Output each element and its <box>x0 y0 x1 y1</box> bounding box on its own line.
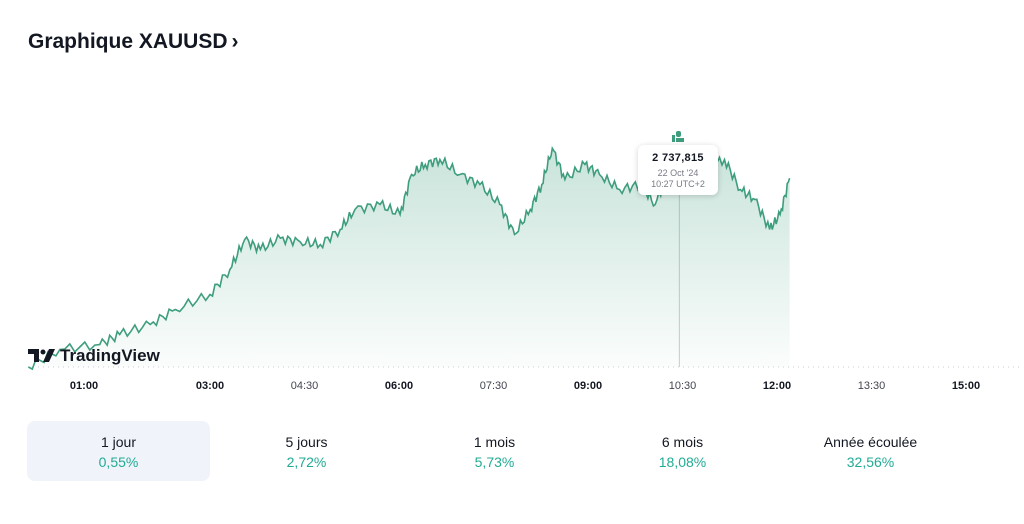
period-change: 5,73% <box>474 454 515 470</box>
tooltip-date: 22 Oct '24 <box>657 168 699 178</box>
x-tick-label: 04:30 <box>290 380 319 392</box>
x-tick-label: 09:00 <box>573 380 603 392</box>
period-tab[interactable]: 5 jours 2,72% <box>215 421 398 481</box>
tradingview-logo[interactable]: TradingView <box>28 346 160 366</box>
period-label: 5 jours <box>285 434 328 450</box>
period-change: 2,72% <box>286 454 327 470</box>
area-fill <box>28 148 790 370</box>
x-tick-label: 01:00 <box>69 380 99 392</box>
period-tab[interactable]: Année écoulée 32,56% <box>779 421 962 481</box>
price-tooltip: 2 737,815 22 Oct '24 10:27 UTC+2 <box>638 145 718 195</box>
period-label: 6 mois <box>661 434 704 450</box>
x-tick-label: 12:00 <box>762 380 792 392</box>
period-change: 18,08% <box>658 454 707 470</box>
title-text: Graphique XAUUSD <box>28 30 228 53</box>
x-tick-label: 13:30 <box>857 380 886 392</box>
period-label: Année écoulée <box>823 434 918 450</box>
period-label: 1 mois <box>473 434 516 450</box>
period-tab[interactable]: 1 jour 0,55% <box>27 421 210 481</box>
period-tab[interactable]: 6 mois 18,08% <box>591 421 774 481</box>
period-label: 1 jour <box>100 434 137 450</box>
chevron-right-icon: › <box>231 30 239 53</box>
tooltip-time: 10:27 UTC+2 <box>651 179 705 189</box>
tooltip-price: 2 737,815 <box>652 152 704 164</box>
period-change: 32,56% <box>846 454 895 470</box>
tradingview-logo-icon <box>28 349 55 362</box>
x-tick-label: 10:30 <box>668 380 697 392</box>
event-icon <box>672 131 684 142</box>
period-selector: 1 jour 0,55% 5 jours 2,72% 1 mois 5,73% 6 mois… <box>27 421 967 481</box>
logo-text: TradingView <box>60 346 160 365</box>
x-tick-label: 03:00 <box>195 380 225 392</box>
chart-title-link[interactable]: Graphique XAUUSD › <box>28 30 239 54</box>
x-tick-label: 07:30 <box>479 380 508 392</box>
period-tab[interactable]: 1 mois 5,73% <box>403 421 586 481</box>
x-tick-label: 15:00 <box>951 380 981 392</box>
period-change: 0,55% <box>98 454 139 470</box>
x-tick-label: 06:00 <box>384 380 414 392</box>
